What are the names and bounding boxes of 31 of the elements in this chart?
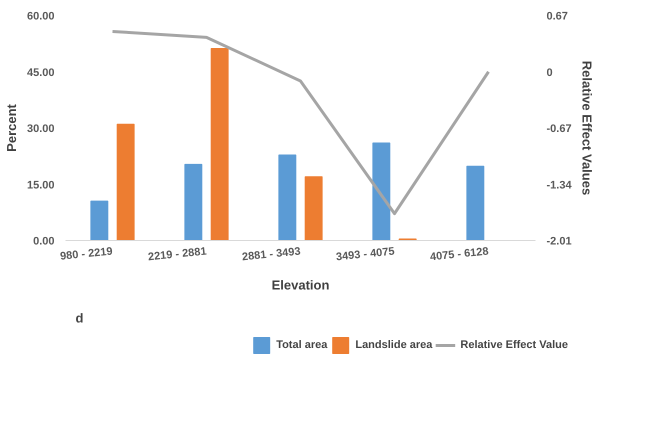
y2-tick-label: 0.67 [546,10,568,22]
bar [278,154,296,240]
y2-tick-label: -1.34 [546,179,572,192]
bar [372,142,390,240]
x-tick-label: 980 - 2219 [60,246,114,263]
bar [304,176,323,240]
bar [184,164,202,240]
x-tick-label: 2881 - 3493 [241,246,302,264]
y2-axis-title: Relative Effect Values [580,60,595,196]
x-tick-label: 2219 - 2881 [147,246,208,264]
line-series [111,30,490,216]
legend-label: Relative Effect Value [460,339,568,351]
y2-tick-label: -0.67 [546,123,572,135]
y-tick-label: 0.00 [33,236,55,248]
x-axis-title: Elevation [272,277,330,292]
y2-tick-label: -2.01 [546,236,572,248]
bar [90,200,108,240]
legend-label: Total area [276,339,328,351]
text: d [76,310,84,326]
y-tick-label: 30.00 [26,123,55,135]
bar [210,48,229,240]
y-tick-label: 45.00 [26,66,55,79]
bar [466,166,484,240]
bar [116,124,135,240]
y-tick-label: 60.00 [26,10,55,22]
y2-tick-label: 0 [546,66,553,79]
y-axis-title: Percent [4,103,19,152]
legend-label: Landslide area [355,339,432,351]
y-tick-label: 15.00 [26,179,55,192]
x-tick-label: 4075 - 6128 [429,246,490,264]
x-tick-label: 3493 - 4075 [335,246,396,264]
